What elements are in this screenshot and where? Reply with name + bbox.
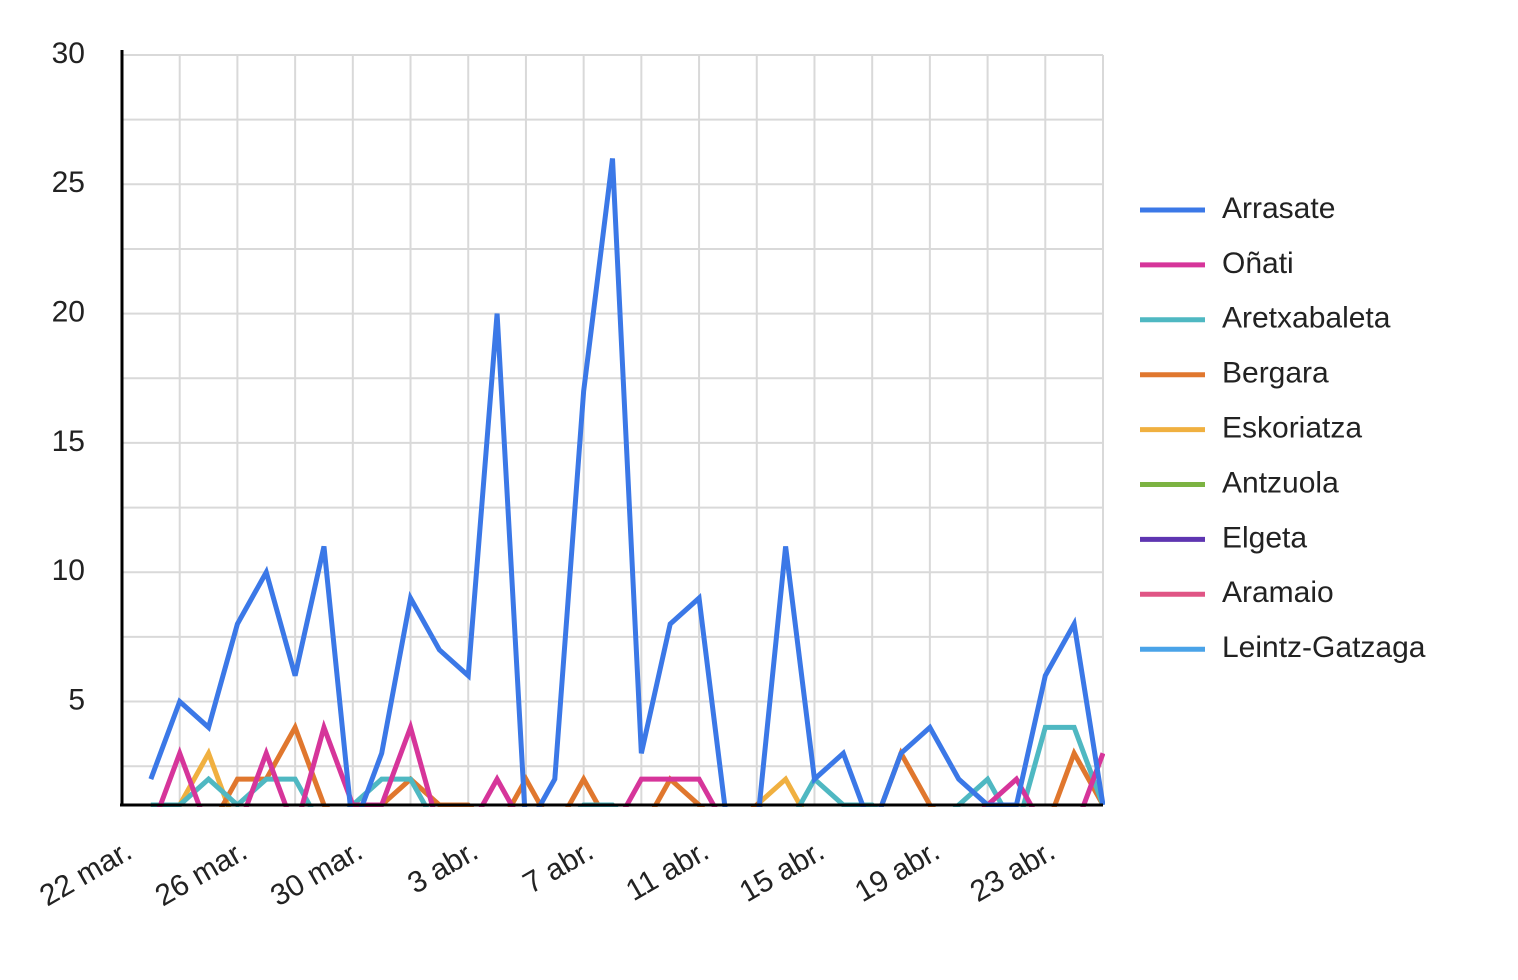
- legend-label: Leintz-Gatzaga: [1222, 631, 1426, 664]
- y-tick-label: 20: [52, 296, 85, 329]
- legend-label: Antzuola: [1222, 466, 1339, 499]
- y-tick-label: 30: [52, 37, 85, 70]
- x-tick-label: 23 abr.: [965, 834, 1061, 908]
- legend-label: Arrasate: [1222, 192, 1335, 225]
- plot-area: [148, 158, 1105, 807]
- x-tick-label: 11 abr.: [620, 834, 714, 907]
- series-line: [150, 747, 805, 807]
- x-tick-label: 22 mar.: [34, 834, 137, 913]
- y-tick-label: 10: [52, 554, 85, 587]
- x-tick-label: 7 abr.: [518, 834, 600, 900]
- legend-label: Elgeta: [1222, 521, 1307, 554]
- legend-label: Aramaio: [1222, 576, 1334, 609]
- x-tick-label: 19 abr.: [849, 834, 945, 908]
- x-tick-label: 3 abr.: [402, 834, 484, 900]
- series-line: [148, 158, 1105, 807]
- x-tick-label: 26 mar.: [150, 834, 253, 913]
- series-line: [219, 721, 1105, 807]
- legend-label: Aretxabaleta: [1222, 302, 1391, 335]
- legend-label: Oñati: [1222, 247, 1294, 280]
- legend-label: Eskoriatza: [1222, 412, 1362, 445]
- x-tick-label: 15 abr.: [734, 834, 830, 908]
- y-tick-label: 25: [52, 166, 85, 199]
- legend-label: Bergara: [1222, 357, 1329, 390]
- y-tick-label: 5: [68, 683, 85, 716]
- y-tick-label: 15: [52, 425, 85, 458]
- x-tick-label: 30 mar.: [265, 834, 368, 913]
